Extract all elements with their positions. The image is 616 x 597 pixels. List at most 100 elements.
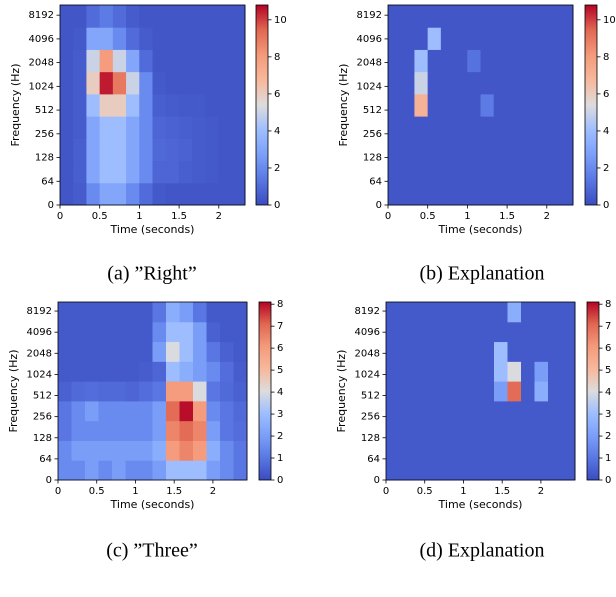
heatmap-cell [548, 381, 562, 402]
heatmap-cell [86, 182, 101, 206]
y-tick-label: 512 [35, 105, 54, 116]
heatmap-cell [548, 420, 562, 441]
heatmap-cell [98, 400, 113, 422]
heatmap-cell [165, 71, 180, 95]
heatmap-cell [231, 49, 246, 73]
heatmap-cell [165, 116, 180, 139]
colorbar-tick-label: 2 [605, 431, 611, 442]
heatmap-cell [494, 302, 508, 323]
heatmap-cell [231, 138, 246, 162]
heatmap-cell [166, 302, 180, 323]
y-tick-label: 2048 [29, 58, 54, 69]
heatmap-cell [440, 5, 455, 28]
heatmap-cell [494, 400, 508, 422]
heatmap-cell [112, 5, 127, 28]
heatmap-cell [125, 381, 140, 402]
heatmap-cell [73, 27, 87, 50]
heatmap-cell [99, 71, 114, 95]
y-tick-label: 512 [33, 391, 52, 402]
colorbar-tick-label: 4 [274, 126, 280, 137]
heatmap-cell [71, 400, 86, 422]
heatmap-cell [85, 302, 99, 323]
heatmap-cell [58, 400, 72, 422]
heatmap-cell [388, 71, 402, 95]
heatmap-cell [139, 160, 153, 184]
heatmap-cell [494, 440, 508, 461]
y-tick-label: 128 [361, 433, 380, 444]
colorbar-tick-label: 3 [277, 409, 283, 420]
heatmap-cell [546, 5, 561, 28]
heatmap-cell [166, 381, 180, 402]
x-tick-label: 1 [132, 486, 138, 497]
heatmap-cell [178, 27, 193, 50]
heatmap-cell [165, 27, 180, 50]
heatmap-cell [152, 321, 167, 343]
y-tick-label: 8192 [355, 306, 380, 317]
x-tick-label: 0 [55, 486, 61, 497]
heatmap-cell [413, 440, 427, 461]
heatmap-cell [413, 400, 427, 422]
heatmap-cell [165, 5, 180, 28]
heatmap-cell [192, 71, 206, 95]
heatmap-cell [454, 116, 468, 139]
heatmap-cell [112, 302, 126, 323]
heatmap-cell [206, 341, 221, 362]
heatmap-cell [152, 400, 167, 422]
heatmap-cell [559, 49, 574, 73]
heatmap-cell [534, 341, 549, 362]
x-axis-label: Time (seconds) [110, 223, 195, 236]
heatmap-cell [220, 341, 234, 362]
heatmap-cell [98, 420, 113, 441]
y-tick-label: 4096 [357, 34, 382, 45]
colorbar-tick-label: 3 [605, 409, 611, 420]
heatmap-cell [467, 400, 481, 422]
heatmap-cell [126, 116, 140, 139]
heatmap-cell [467, 302, 481, 323]
heatmap-cell [426, 460, 441, 481]
heatmap-cell [507, 381, 522, 402]
heatmap-cell [399, 302, 414, 323]
heatmap-cell [480, 182, 495, 206]
heatmap-cell [401, 5, 415, 28]
heatmap-cell [467, 460, 481, 481]
heatmap-cell [426, 440, 441, 461]
heatmap-cell [401, 71, 415, 95]
heatmap-cell [139, 182, 153, 206]
heatmap-cell [467, 341, 481, 362]
heatmap-cell [125, 460, 140, 481]
heatmap-cell [386, 302, 400, 323]
heatmap-cell [561, 341, 576, 362]
heatmap-cell [520, 93, 534, 117]
heatmap-cell [399, 341, 414, 362]
colorbar-tick-label: 2 [274, 163, 280, 174]
heatmap-cell [98, 440, 113, 461]
heatmap-cell [534, 302, 549, 323]
heatmap-cell [139, 440, 153, 461]
heatmap-cell [85, 341, 99, 362]
heatmap-cell [507, 302, 522, 323]
heatmap-cell [561, 460, 576, 481]
heatmap-cell [86, 116, 101, 139]
heatmap-cell [139, 460, 153, 481]
heatmap-cell [205, 5, 220, 28]
heatmap-cell [559, 138, 574, 162]
heatmap-cell [152, 341, 167, 362]
heatmap-cell [112, 381, 126, 402]
heatmap-cell [73, 182, 87, 206]
heatmap-cell [139, 138, 153, 162]
heatmap-cell [388, 93, 402, 117]
x-tick-label: 1.5 [499, 211, 515, 222]
x-tick-label: 1.5 [171, 211, 187, 222]
y-tick-label: 128 [35, 153, 54, 164]
heatmap-cell [493, 182, 508, 206]
heatmap-cell [179, 400, 194, 422]
heatmap-cell [388, 182, 402, 206]
heatmap-cell [561, 420, 576, 441]
heatmap-cell [480, 71, 495, 95]
heatmap-cell [71, 361, 86, 382]
heatmap-cell [233, 381, 248, 402]
heatmap-cell [454, 27, 468, 50]
heatmap-cell [98, 361, 113, 382]
heatmap-cell [193, 381, 207, 402]
heatmap-cell [86, 71, 101, 95]
